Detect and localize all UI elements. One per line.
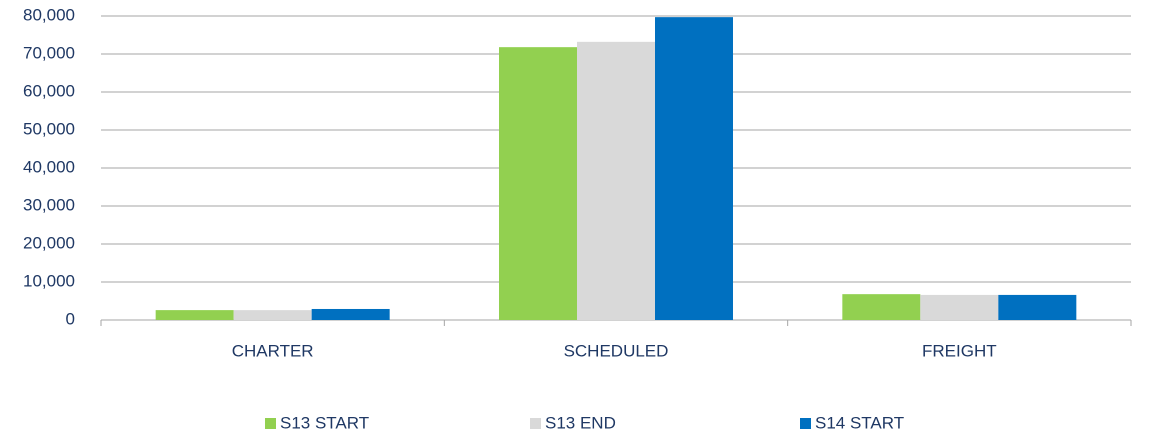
y-tick-label: 0	[66, 309, 75, 328]
bar	[842, 294, 921, 320]
bar	[920, 294, 999, 320]
y-tick-label: 20,000	[23, 233, 75, 252]
bar	[998, 294, 1077, 320]
bar	[577, 41, 655, 321]
legend-swatch	[800, 418, 811, 429]
y-tick-label: 80,000	[23, 5, 75, 24]
legend-label: S13 END	[545, 413, 616, 432]
x-tick-label: FREIGHT	[922, 341, 997, 360]
bar	[311, 308, 390, 320]
y-tick-label: 30,000	[23, 195, 75, 214]
y-tick-label: 10,000	[23, 271, 75, 290]
bar	[155, 310, 234, 320]
y-tick-label: 50,000	[23, 119, 75, 138]
y-tick-label: 70,000	[23, 43, 75, 62]
bar	[233, 310, 312, 320]
legend-label: S13 START	[280, 413, 369, 432]
x-tick-label: CHARTER	[232, 341, 314, 360]
legend-swatch	[265, 418, 276, 429]
y-tick-label: 40,000	[23, 157, 75, 176]
y-tick-label: 60,000	[23, 81, 75, 100]
legend-swatch	[530, 418, 541, 429]
bar	[655, 17, 733, 320]
x-tick-label: SCHEDULED	[564, 341, 669, 360]
legend-label: S14 START	[815, 413, 904, 432]
bar	[499, 47, 577, 320]
